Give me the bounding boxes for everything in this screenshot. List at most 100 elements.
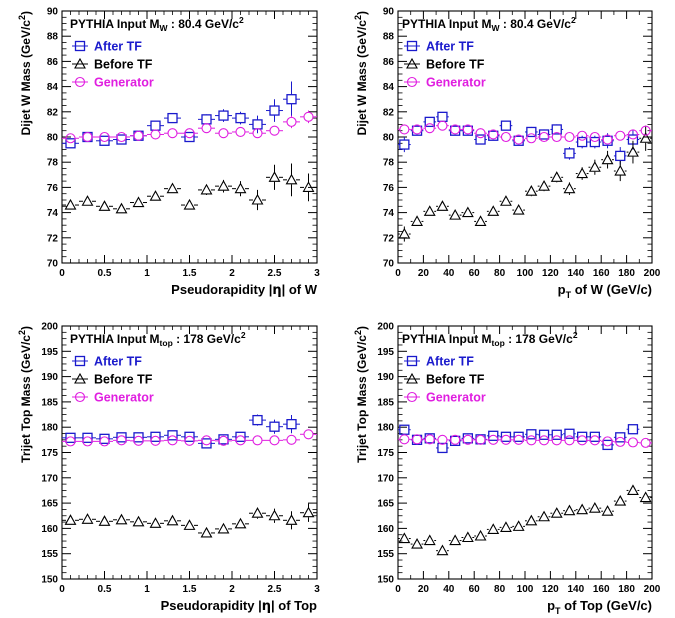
legend-entry: Generator [404,76,486,90]
legend-label: After TF [94,355,142,369]
legend-marker [74,355,86,367]
point-marker [538,180,550,191]
point-marker [500,434,512,445]
point-marker [564,131,575,143]
point-marker [588,161,601,172]
y-tick-label: 84 [47,82,59,93]
point-marker [398,532,411,544]
y-tick-label: 78 [383,158,395,169]
legend-marker [406,355,418,367]
x-tick-label: 120 [542,268,559,279]
point-marker [234,182,247,194]
point-marker [513,434,524,445]
data-point [474,215,487,226]
point-marker [525,185,538,196]
point-marker [285,173,298,185]
data-point [512,434,525,445]
data-point [550,435,564,446]
data-point [613,494,627,506]
data-point [474,434,487,445]
data-point [537,180,551,192]
legend-label: Before TF [94,58,153,72]
x-axis-label-text: of W (GeV/c) [571,282,652,297]
data-point [563,504,576,516]
point-marker [200,526,213,538]
panel-4: 150 155 160 165 170 175 180 185 190 195 200 0 20 40 60… [353,322,661,617]
data-point [130,130,147,141]
data-point [198,435,215,446]
point-marker [627,484,639,495]
y-tick-label: 80 [383,133,395,144]
point-marker [602,439,613,451]
y-tick-label: 72 [383,233,395,244]
point-marker [286,419,297,430]
point-marker [183,198,196,210]
point-marker [411,537,423,549]
point-marker [184,131,195,143]
data-point [499,195,513,206]
y-tick-label: 190 [41,372,58,383]
point-marker [614,164,627,176]
point-marker [627,129,639,140]
data-point [563,182,576,195]
point-marker [217,522,230,534]
point-marker [639,491,652,503]
y-axis-label-text: Dijet W Mass (GeV/c [19,20,33,136]
data-point [300,110,317,124]
data-point [198,526,215,538]
data-point [181,128,198,139]
y-tick-label: 160 [41,524,58,535]
data-point [232,126,249,138]
data-point [423,205,437,216]
point-marker [538,131,550,143]
point-marker [116,435,127,446]
legend-marker [406,40,418,52]
legend-marker [406,372,418,384]
data-point [96,131,113,143]
data-point [232,517,249,529]
data-point [283,434,300,445]
data-point [283,511,300,530]
point-marker [399,424,410,435]
point-marker [474,529,487,541]
y-tick-label: 200 [377,322,394,333]
point-marker [500,431,512,442]
point-marker [286,116,297,127]
point-marker [487,523,500,534]
point-marker [218,110,229,121]
data-point [639,125,652,136]
data-point [410,215,424,226]
x-axis-label-text: Pseudorapidity | [171,282,272,297]
data-point [512,520,525,531]
data-point [613,130,627,141]
panel-title-subscript: top [492,338,505,348]
point-marker [563,504,576,516]
point-marker [424,123,435,134]
y-tick-label: 200 [41,322,58,333]
point-marker [116,134,127,145]
legend-marker [406,57,418,69]
y-tick-label: 76 [383,183,395,194]
point-marker [564,435,575,446]
data-point [249,507,266,519]
data-point [525,514,538,526]
data-point [512,431,525,442]
point-marker [183,519,196,530]
y-tick-label: 84 [383,82,395,93]
x-tick-label: 20 [418,268,430,279]
point-marker [65,133,76,144]
point-marker [500,120,512,131]
y-axis-label: Trijet Top Mass (GeV/c2) [17,326,33,463]
data-point [461,531,475,543]
point-marker [285,514,298,525]
panel-title-text: : 80.4 GeV/c [500,17,572,31]
point-marker [133,435,144,446]
point-marker [488,434,499,445]
data-point [62,514,79,525]
data-point [113,513,130,525]
point-marker [437,434,448,445]
data-point [436,200,449,211]
point-marker [201,123,212,134]
data-point [266,435,283,446]
point-marker [268,509,281,521]
